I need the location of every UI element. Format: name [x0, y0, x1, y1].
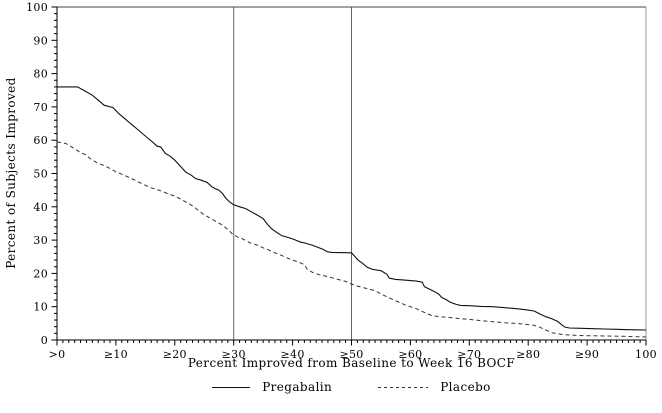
x-tick-label: ≥70	[457, 348, 481, 361]
x-tick-label: ≥10	[104, 348, 128, 361]
x-tick-label: ≥40	[281, 348, 305, 361]
x-tick-label: ≥20	[163, 348, 187, 361]
x-tick-label: ≥80	[516, 348, 540, 361]
x-tick-label: >0	[49, 348, 66, 361]
y-tick-label: 70	[33, 101, 48, 114]
y-tick-label: 50	[33, 168, 48, 181]
legend: Pregabalin Placebo	[57, 380, 646, 394]
dashed-line-swatch-icon	[378, 386, 429, 388]
y-axis-title: Percent of Subjects Improved	[4, 77, 18, 269]
legend-label-placebo: Placebo	[440, 380, 491, 394]
x-tick-label: 100	[635, 348, 657, 361]
x-tick-label: ≥60	[398, 348, 422, 361]
y-tick-label: 0	[41, 334, 48, 347]
legend-item-pregabalin: Pregabalin	[212, 380, 332, 394]
x-tick-label: ≥30	[222, 348, 246, 361]
y-tick-label: 60	[33, 134, 48, 147]
x-tick-label: ≥90	[575, 348, 599, 361]
y-tick-label: 100	[26, 1, 48, 14]
solid-line-swatch-icon	[212, 386, 251, 388]
x-axis-title: Percent Improved from Baseline to Week 1…	[187, 356, 516, 370]
y-tick-label: 80	[33, 68, 48, 81]
legend-item-placebo: Placebo	[378, 380, 491, 394]
y-tick-label: 40	[33, 201, 48, 214]
y-tick-label: 20	[33, 267, 48, 280]
x-tick-label: ≥50	[339, 348, 363, 361]
series-pregabalin	[57, 86, 647, 331]
y-tick-label: 10	[33, 301, 48, 314]
y-tick-label: 90	[33, 34, 48, 47]
y-tick-label: 30	[33, 234, 48, 247]
legend-label-pregabalin: Pregabalin	[262, 380, 333, 394]
